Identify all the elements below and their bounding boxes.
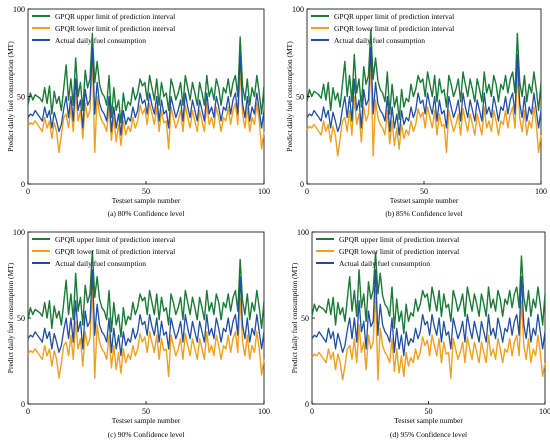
- y-tick-label: 50: [301, 314, 309, 323]
- series-line-3: [27, 46, 265, 136]
- series-line-2: [311, 289, 546, 381]
- x-tick-label: 100: [535, 187, 547, 196]
- legend: GPQR upper limit of prediction interval G…: [311, 12, 454, 45]
- y-tick-label: 100: [292, 5, 304, 14]
- x-tick-label: 100: [258, 407, 270, 416]
- y-axis-label: Predict daily fuel consumption (MT): [290, 262, 299, 373]
- legend-label-2: GPQR lower limit of prediction interval: [334, 24, 454, 33]
- series-line-1: [27, 32, 265, 124]
- x-tick-label: 0: [310, 407, 314, 416]
- panel-caption: (b) 85% Confidence level: [385, 209, 462, 218]
- legend-label-1: GPQR upper limit of prediction interval: [55, 235, 175, 244]
- x-tick-label: 0: [26, 187, 30, 196]
- chart-panel-2: 0 50 100 0 50 100 Testset sample number Predict…: [285, 5, 547, 218]
- x-tick-label: 100: [539, 407, 550, 416]
- legend-label-2: GPQR lower limit of prediction interval: [339, 247, 459, 256]
- chart-panel-4: 0 50 100 0 50 100 Testset sample number Predict…: [290, 228, 550, 439]
- x-axis-label: Testset sample number: [390, 196, 459, 205]
- legend: GPQR upper limit of prediction interval G…: [32, 235, 175, 268]
- legend-label-2: GPQR lower limit of prediction interval: [55, 247, 175, 256]
- series-line-3: [311, 269, 546, 357]
- x-axis-label: Testset sample number: [112, 196, 181, 205]
- y-tick-label: 50: [296, 93, 304, 102]
- series-line-1: [27, 250, 265, 338]
- y-axis-label: Predict daily fuel consumption (MT): [6, 262, 15, 373]
- series-line-3: [306, 46, 542, 136]
- x-tick-label: 50: [420, 187, 428, 196]
- legend-label-1: GPQR upper limit of prediction interval: [334, 12, 454, 21]
- y-tick-label: 0: [300, 180, 304, 189]
- y-tick-label: 0: [305, 400, 309, 409]
- legend: GPQR upper limit of prediction interval G…: [32, 12, 175, 45]
- y-axis-label: Predict daily fuel consumption (MT): [285, 41, 294, 152]
- x-tick-label: 50: [142, 187, 150, 196]
- y-tick-label: 100: [13, 5, 25, 14]
- legend: GPQR upper limit of prediction interval G…: [316, 235, 459, 268]
- x-tick-label: 0: [26, 407, 30, 416]
- series-line-3: [27, 269, 265, 357]
- y-axis-label: Predict daily fuel consumption (MT): [6, 41, 15, 152]
- panel-caption: (d) 95% Confidence level: [390, 430, 467, 439]
- legend-label-1: GPQR upper limit of prediction interval: [339, 235, 459, 244]
- panel-caption: (c) 90% Confidence level: [108, 430, 185, 439]
- x-axis-label: Testset sample number: [112, 416, 181, 425]
- legend-label-3: Actual daily fuel consumption: [55, 36, 146, 45]
- x-tick-label: 100: [258, 187, 270, 196]
- legend-label-1: GPQR upper limit of prediction interval: [55, 12, 175, 21]
- legend-label-2: GPQR lower limit of prediction interval: [55, 24, 175, 33]
- x-tick-label: 50: [425, 407, 433, 416]
- series-line-2: [27, 286, 265, 379]
- legend-label-3: Actual daily fuel consumption: [55, 259, 146, 268]
- y-tick-label: 100: [297, 228, 309, 237]
- series-line-1: [311, 251, 546, 335]
- x-axis-label: Testset sample number: [394, 416, 463, 425]
- legend-label-3: Actual daily fuel consumption: [334, 36, 425, 45]
- panel-caption: (a) 80% Confidence level: [108, 209, 185, 218]
- series-line-2: [27, 57, 265, 154]
- y-tick-label: 50: [17, 93, 25, 102]
- series-line-1: [306, 29, 542, 120]
- y-tick-label: 50: [17, 314, 25, 323]
- chart-panel-1: 0 50 100 0 50 100 Testset sample number Predict…: [6, 5, 270, 218]
- y-tick-label: 0: [21, 180, 25, 189]
- legend-label-3: Actual daily fuel consumption: [339, 259, 430, 268]
- y-tick-label: 100: [13, 228, 25, 237]
- chart-panel-3: 0 50 100 0 50 100 Testset sample number Predict…: [6, 228, 270, 439]
- y-tick-label: 0: [21, 400, 25, 409]
- x-tick-label: 50: [142, 407, 150, 416]
- series-line-2: [306, 60, 542, 157]
- x-tick-label: 0: [305, 187, 309, 196]
